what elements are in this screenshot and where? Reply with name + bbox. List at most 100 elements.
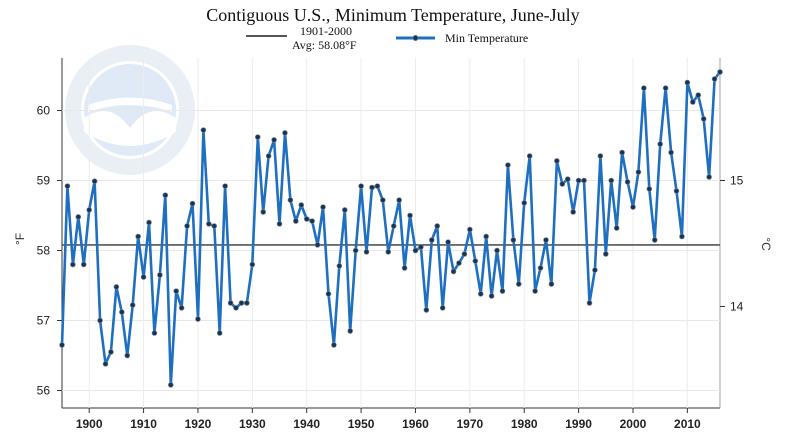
data-point-1902 bbox=[97, 317, 103, 324]
data-point-1928 bbox=[238, 300, 245, 306]
data-point-1908 bbox=[129, 302, 136, 308]
data-point-1940 bbox=[303, 216, 310, 222]
x-tick-label: 1980 bbox=[511, 417, 538, 431]
data-point-1952 bbox=[369, 184, 375, 191]
data-point-1920 bbox=[195, 316, 201, 322]
x-tick-label: 1900 bbox=[76, 417, 103, 431]
data-point-2009 bbox=[679, 233, 685, 240]
y-axis-ticks: 56 57 58 59 60 bbox=[37, 104, 62, 398]
data-point-1924 bbox=[216, 330, 223, 336]
data-point-1992 bbox=[586, 300, 593, 306]
data-point-1973 bbox=[483, 233, 489, 240]
data-point-1910 bbox=[140, 274, 147, 280]
x-axis-ticks: 1900 1910 1920 1930 1940 1950 1960 1970 1980 1990… bbox=[76, 408, 701, 431]
legend-average-label-line2: Avg: 58.08°F bbox=[292, 38, 357, 52]
series-line-min-temperature bbox=[60, 71, 722, 387]
legend: 1901-2000 Avg: 58.08°F Min Temperature bbox=[246, 24, 528, 52]
data-point-1907 bbox=[124, 352, 131, 359]
data-point-1900 bbox=[86, 207, 92, 213]
x-tick-label: 1930 bbox=[239, 417, 266, 431]
data-point-1999 bbox=[624, 179, 631, 185]
data-point-2004 bbox=[651, 237, 658, 243]
x-tick-label: 1990 bbox=[565, 417, 592, 431]
data-point-1968 bbox=[456, 260, 462, 266]
y-axis-label-left: °F bbox=[13, 233, 27, 245]
x-tick-label: 1960 bbox=[402, 417, 429, 431]
data-point-1943 bbox=[320, 204, 326, 210]
y-tick-label: 57 bbox=[37, 314, 51, 328]
data-point-1932 bbox=[260, 209, 266, 215]
data-point-1991 bbox=[581, 177, 587, 184]
data-point-1937 bbox=[287, 197, 294, 203]
legend-series-label: Min Temperature bbox=[445, 31, 528, 45]
data-point-1977 bbox=[505, 162, 511, 168]
data-point-2008 bbox=[673, 188, 680, 194]
data-point-1922 bbox=[206, 221, 212, 227]
data-point-2016 bbox=[717, 69, 723, 75]
data-point-1951 bbox=[363, 249, 370, 255]
data-point-1896 bbox=[64, 183, 71, 189]
data-point-1975 bbox=[494, 247, 500, 254]
data-point-2000 bbox=[630, 204, 636, 210]
data-point-1983 bbox=[537, 265, 544, 271]
data-point-1945 bbox=[331, 342, 337, 348]
data-point-1904 bbox=[108, 349, 114, 355]
data-point-1917 bbox=[178, 305, 185, 311]
data-point-1970 bbox=[467, 226, 473, 233]
data-point-1903 bbox=[102, 361, 109, 367]
data-point-2001 bbox=[635, 169, 642, 175]
data-point-1944 bbox=[325, 291, 332, 297]
y-tick-label: 58 bbox=[37, 244, 51, 258]
data-point-2003 bbox=[646, 186, 653, 192]
data-point-1916 bbox=[173, 288, 179, 294]
y2-tick-label: 14 bbox=[730, 300, 744, 314]
data-point-1966 bbox=[445, 239, 451, 245]
data-point-1935 bbox=[276, 221, 283, 227]
y-tick-label: 59 bbox=[37, 174, 51, 188]
data-point-1909 bbox=[135, 233, 141, 240]
data-point-1906 bbox=[119, 309, 125, 315]
data-point-1949 bbox=[352, 247, 359, 254]
data-point-1998 bbox=[619, 149, 625, 156]
data-point-1974 bbox=[488, 293, 495, 299]
x-tick-label: 2010 bbox=[674, 417, 701, 431]
chart-title: Contiguous U.S., Minimum Temperature, Ju… bbox=[206, 5, 579, 25]
data-point-1929 bbox=[244, 300, 250, 306]
data-point-2012 bbox=[695, 92, 701, 98]
data-point-1978 bbox=[510, 237, 517, 243]
data-point-1969 bbox=[461, 251, 468, 257]
data-point-2011 bbox=[690, 99, 696, 105]
data-point-1923 bbox=[211, 223, 218, 229]
data-point-1997 bbox=[613, 225, 620, 231]
data-point-1948 bbox=[347, 328, 353, 334]
data-point-2002 bbox=[641, 85, 647, 91]
y-tick-label: 56 bbox=[37, 384, 51, 398]
data-point-2013 bbox=[700, 116, 707, 122]
series-points bbox=[59, 69, 723, 388]
data-point-1897 bbox=[70, 261, 76, 268]
data-point-1987 bbox=[559, 181, 566, 187]
data-point-2007 bbox=[668, 149, 674, 156]
data-point-1960 bbox=[412, 247, 419, 254]
data-point-1990 bbox=[575, 177, 582, 184]
x-tick-label: 2000 bbox=[620, 417, 647, 431]
data-point-1954 bbox=[380, 197, 386, 203]
y-axis-label-right: °C bbox=[759, 237, 773, 251]
data-point-1899 bbox=[81, 261, 87, 268]
y2-axis-ticks: 14 15 bbox=[720, 174, 744, 314]
data-point-1926 bbox=[227, 300, 234, 306]
data-point-1988 bbox=[564, 176, 571, 182]
data-point-2014 bbox=[706, 174, 712, 180]
data-point-1971 bbox=[472, 258, 479, 264]
data-point-1950 bbox=[358, 183, 364, 189]
data-point-1964 bbox=[434, 223, 440, 229]
data-point-1962 bbox=[423, 307, 430, 313]
data-point-1981 bbox=[526, 153, 533, 159]
data-point-2006 bbox=[662, 85, 669, 91]
data-point-1942 bbox=[314, 242, 321, 248]
data-point-1985 bbox=[548, 281, 555, 287]
data-point-1901 bbox=[91, 178, 98, 184]
data-point-1898 bbox=[75, 214, 82, 220]
data-point-2010 bbox=[684, 79, 691, 86]
